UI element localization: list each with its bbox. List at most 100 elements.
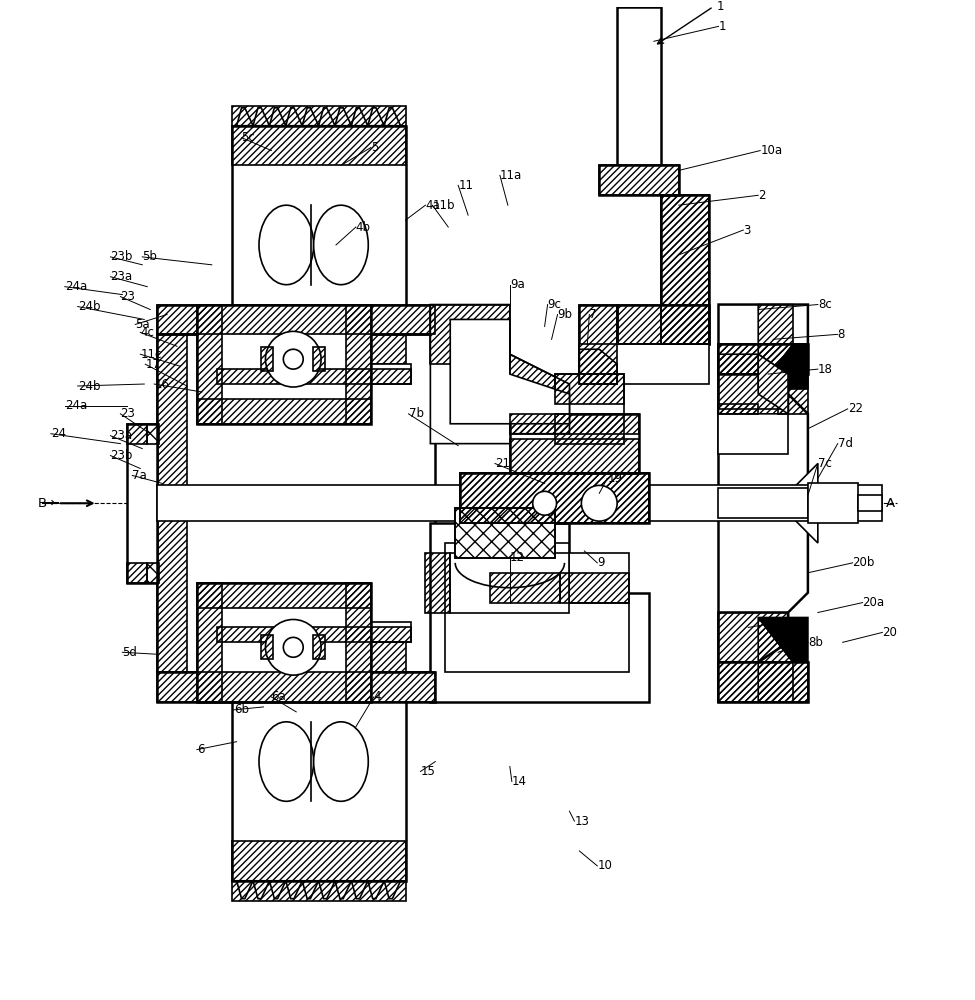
Circle shape bbox=[284, 349, 303, 369]
Polygon shape bbox=[197, 583, 370, 702]
Text: 6: 6 bbox=[197, 743, 205, 756]
Text: 23: 23 bbox=[120, 407, 136, 420]
Polygon shape bbox=[719, 662, 808, 702]
Polygon shape bbox=[719, 409, 788, 454]
Bar bbox=[147, 563, 159, 583]
Text: B: B bbox=[38, 497, 47, 510]
Text: 10: 10 bbox=[598, 859, 612, 872]
Text: 6b: 6b bbox=[234, 703, 249, 716]
Text: 22: 22 bbox=[847, 402, 863, 415]
Text: 7: 7 bbox=[589, 308, 597, 321]
Text: 3: 3 bbox=[743, 224, 751, 237]
Text: 15: 15 bbox=[420, 765, 435, 778]
Polygon shape bbox=[617, 7, 661, 175]
Text: 21: 21 bbox=[495, 457, 510, 470]
Text: 5c: 5c bbox=[242, 131, 255, 144]
Circle shape bbox=[581, 485, 617, 521]
Polygon shape bbox=[157, 672, 436, 702]
Text: 11a: 11a bbox=[500, 169, 523, 182]
Polygon shape bbox=[232, 642, 406, 881]
Text: 24b: 24b bbox=[78, 300, 100, 313]
Text: 7a: 7a bbox=[133, 469, 147, 482]
Text: 11b: 11b bbox=[432, 199, 455, 212]
Polygon shape bbox=[232, 126, 406, 364]
Text: 23: 23 bbox=[120, 290, 136, 303]
Polygon shape bbox=[460, 473, 649, 523]
Text: →: → bbox=[43, 497, 54, 510]
Polygon shape bbox=[719, 344, 808, 374]
Text: 4b: 4b bbox=[356, 221, 370, 234]
Polygon shape bbox=[128, 424, 157, 583]
Text: 5a: 5a bbox=[136, 318, 150, 331]
Text: 8: 8 bbox=[838, 328, 845, 341]
Text: 7b: 7b bbox=[409, 407, 423, 420]
Text: 9: 9 bbox=[598, 556, 604, 569]
Polygon shape bbox=[450, 553, 569, 613]
Bar bbox=[455, 508, 555, 558]
Bar bbox=[455, 508, 555, 558]
Text: 12: 12 bbox=[510, 551, 525, 564]
Text: 23a: 23a bbox=[110, 270, 133, 283]
Polygon shape bbox=[759, 344, 808, 389]
Polygon shape bbox=[788, 464, 818, 543]
Text: 24: 24 bbox=[51, 427, 66, 440]
Text: 24a: 24a bbox=[64, 280, 87, 293]
Text: 14: 14 bbox=[512, 775, 526, 788]
Text: 9b: 9b bbox=[558, 308, 572, 321]
Text: 5d: 5d bbox=[123, 646, 137, 659]
Polygon shape bbox=[197, 305, 370, 424]
Polygon shape bbox=[579, 305, 617, 384]
Circle shape bbox=[265, 619, 321, 675]
Text: 4c: 4c bbox=[140, 326, 154, 339]
Polygon shape bbox=[719, 354, 788, 414]
Polygon shape bbox=[157, 334, 436, 672]
Text: 8a: 8a bbox=[778, 616, 793, 629]
Text: 23b: 23b bbox=[110, 250, 133, 263]
Polygon shape bbox=[719, 488, 808, 518]
Ellipse shape bbox=[314, 205, 369, 285]
Polygon shape bbox=[555, 374, 624, 444]
Polygon shape bbox=[858, 495, 882, 511]
Ellipse shape bbox=[259, 205, 314, 285]
Polygon shape bbox=[430, 305, 569, 444]
Polygon shape bbox=[216, 364, 410, 384]
Ellipse shape bbox=[259, 722, 314, 801]
Text: 5b: 5b bbox=[142, 250, 157, 263]
Text: 11: 11 bbox=[458, 179, 473, 192]
Polygon shape bbox=[450, 319, 569, 424]
Text: A: A bbox=[885, 497, 894, 510]
Text: 18: 18 bbox=[818, 363, 833, 376]
Circle shape bbox=[532, 491, 557, 515]
Text: 9c: 9c bbox=[548, 298, 562, 311]
Text: 1: 1 bbox=[717, 0, 724, 13]
Text: 11c: 11c bbox=[140, 348, 162, 361]
Text: 20: 20 bbox=[882, 626, 897, 639]
Text: 17: 17 bbox=[145, 358, 160, 371]
Text: 23a: 23a bbox=[110, 429, 133, 442]
Polygon shape bbox=[808, 483, 858, 523]
Circle shape bbox=[284, 637, 303, 657]
Text: 20a: 20a bbox=[863, 596, 884, 609]
Ellipse shape bbox=[314, 722, 369, 801]
Polygon shape bbox=[490, 553, 629, 603]
Text: 9a: 9a bbox=[510, 278, 525, 291]
Polygon shape bbox=[446, 543, 629, 672]
Text: 24b: 24b bbox=[78, 380, 100, 393]
Text: 20b: 20b bbox=[852, 556, 875, 569]
Text: 13: 13 bbox=[574, 815, 589, 828]
Text: 4: 4 bbox=[373, 690, 381, 703]
Text: 8b: 8b bbox=[808, 636, 823, 649]
Text: 1: 1 bbox=[719, 20, 726, 33]
Polygon shape bbox=[157, 485, 882, 521]
Polygon shape bbox=[719, 613, 788, 662]
Circle shape bbox=[265, 331, 321, 387]
Polygon shape bbox=[759, 618, 808, 662]
Text: 2: 2 bbox=[759, 189, 765, 202]
Text: 23b: 23b bbox=[110, 449, 133, 462]
Text: 10a: 10a bbox=[760, 144, 782, 157]
Polygon shape bbox=[510, 414, 639, 473]
Polygon shape bbox=[600, 165, 679, 195]
Polygon shape bbox=[719, 305, 808, 702]
Text: 5: 5 bbox=[370, 141, 378, 154]
Text: 4a: 4a bbox=[425, 199, 440, 212]
